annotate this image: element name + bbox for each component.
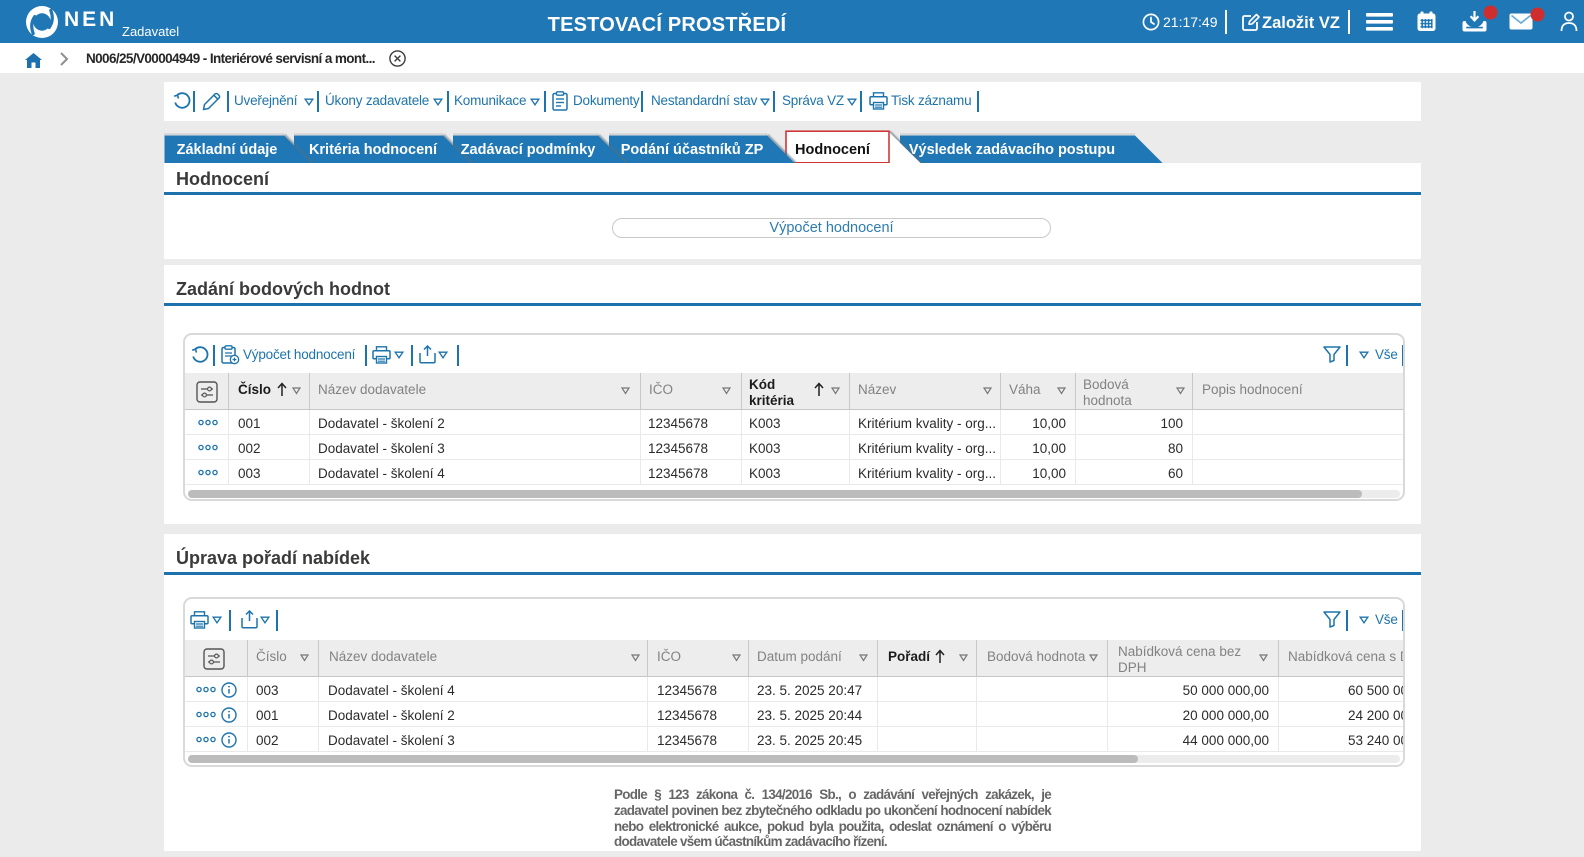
svg-text:Podání účastníků ZP: Podání účastníků ZP xyxy=(621,142,764,158)
svg-text:Výsledek zadávacího postupu: Výsledek zadávacího postupu xyxy=(909,142,1115,158)
svg-text:Hodnocení: Hodnocení xyxy=(795,142,871,158)
svg-text:Kritéria hodnocení: Kritéria hodnocení xyxy=(309,142,438,158)
svg-text:Základní údaje: Základní údaje xyxy=(177,142,278,158)
svg-text:Zadávací podmínky: Zadávací podmínky xyxy=(461,142,596,158)
